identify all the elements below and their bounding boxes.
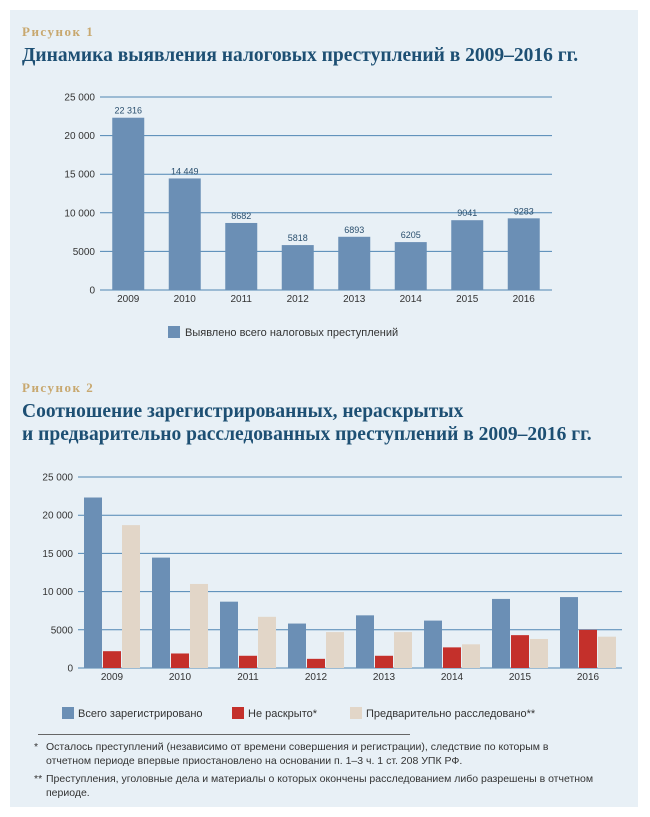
y-tick-label: 15 000: [42, 549, 73, 560]
x-tick-label: 2015: [456, 294, 479, 305]
bar-unsolved-2015: [511, 635, 529, 668]
x-tick-label: 2011: [237, 672, 259, 683]
y-tick-label: 5000: [73, 247, 96, 258]
bar-unsolved-2010: [171, 653, 189, 668]
bar-registered-2013: [356, 615, 374, 668]
bar-2015: [451, 220, 484, 290]
bar-investigated-2010: [190, 583, 208, 668]
x-tick-label: 2012: [287, 294, 310, 305]
legend-registered-label: Всего зарегистрировано: [78, 708, 203, 720]
figure2-label: Рисунок 2: [22, 380, 95, 395]
bar-registered-2011: [220, 601, 238, 668]
bar-unsolved-2013: [375, 655, 393, 668]
bar-unsolved-2009: [103, 651, 121, 668]
footnote-2-mark: **: [34, 773, 43, 785]
bar-investigated-2011: [258, 616, 276, 668]
data-label: 8682: [231, 211, 251, 221]
bar-investigated-2015: [530, 638, 548, 668]
footnote-2: ** Преступления, уголовные дела и матери…: [34, 772, 594, 800]
legend-registered-swatch: [62, 707, 74, 719]
x-tick-label: 2014: [441, 672, 464, 683]
bar-registered-2010: [152, 557, 170, 668]
x-tick-label: 2009: [101, 672, 124, 683]
bar-unsolved-2012: [307, 658, 325, 668]
figure2-title-line1: Соотношение зарегистрированных, нераскры…: [22, 401, 464, 422]
legend-unsolved-label: Не раскрыто*: [248, 708, 318, 720]
data-label: 5818: [288, 233, 308, 243]
bar-unsolved-2011: [239, 655, 257, 668]
legend-label: Выявлено всего налоговых преступлений: [185, 327, 398, 339]
bar-2013: [338, 236, 371, 290]
x-tick-label: 2010: [174, 294, 197, 305]
footnote-2-text: Преступления, уголовные дела и материалы…: [46, 773, 594, 799]
bar-2009: [112, 117, 145, 290]
x-tick-label: 2016: [513, 294, 536, 305]
figure2-title-line2: и предварительно расследованных преступл…: [22, 424, 592, 445]
x-tick-label: 2016: [577, 672, 600, 683]
bar-registered-2014: [424, 620, 442, 668]
footnote-1-mark: *: [34, 741, 39, 753]
x-tick-label: 2014: [400, 294, 423, 305]
bar-investigated-2016: [598, 636, 616, 668]
bar-registered-2015: [492, 598, 510, 668]
y-tick-label: 0: [89, 286, 95, 297]
bar-registered-2009: [84, 497, 102, 668]
footnote-rule: [38, 734, 410, 735]
figure1-title: Динамика выявления налоговых преступлени…: [22, 45, 579, 66]
x-tick-label: 2011: [230, 294, 252, 305]
legend-investigated-label: Предварительно расследовано**: [366, 708, 536, 720]
y-tick-label: 25 000: [64, 93, 95, 104]
data-label: 22 316: [114, 106, 142, 116]
y-tick-label: 15 000: [64, 170, 95, 181]
bar-registered-2012: [288, 623, 306, 668]
y-tick-label: 25 000: [42, 473, 73, 484]
y-tick-label: 20 000: [64, 131, 95, 142]
bar-investigated-2014: [462, 644, 480, 668]
data-label: 6893: [344, 225, 364, 235]
bar-unsolved-2014: [443, 647, 461, 668]
y-tick-label: 10 000: [64, 208, 95, 219]
footnote-1-text: Осталось преступлений (независимо от вре…: [46, 741, 549, 767]
x-tick-label: 2013: [343, 294, 366, 305]
x-tick-label: 2013: [373, 672, 396, 683]
bar-2010: [168, 178, 201, 290]
x-tick-label: 2009: [117, 294, 140, 305]
data-label: 9283: [514, 206, 534, 216]
y-tick-label: 0: [67, 664, 73, 675]
y-tick-label: 20 000: [42, 511, 73, 522]
x-tick-label: 2015: [509, 672, 532, 683]
figure1-label: Рисунок 1: [22, 24, 95, 39]
y-tick-label: 5000: [51, 625, 74, 636]
legend-swatch-registered: [168, 326, 180, 338]
y-tick-label: 10 000: [42, 587, 73, 598]
bar-investigated-2012: [326, 632, 344, 668]
bar-investigated-2013: [394, 632, 412, 668]
x-tick-label: 2010: [169, 672, 192, 683]
data-label: 9041: [457, 208, 477, 218]
footnote-1: * Осталось преступлений (независимо от в…: [34, 740, 594, 768]
bar-2011: [225, 222, 258, 290]
data-label: 14 449: [171, 166, 199, 176]
bar-unsolved-2016: [579, 629, 597, 668]
bar-2012: [281, 245, 314, 290]
bar-2016: [507, 218, 540, 290]
footnotes: * Осталось преступлений (независимо от в…: [34, 740, 594, 804]
bar-registered-2016: [560, 597, 578, 668]
legend-investigated-swatch: [350, 707, 362, 719]
bar-investigated-2009: [122, 525, 140, 668]
legend-unsolved-swatch: [232, 707, 244, 719]
bar-2014: [394, 242, 427, 290]
x-tick-label: 2012: [305, 672, 328, 683]
data-label: 6205: [401, 230, 421, 240]
